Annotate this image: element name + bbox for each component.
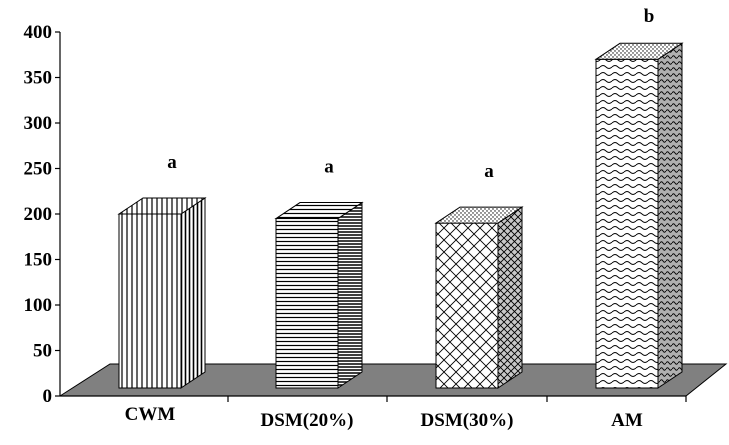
category-label: DSM(30%) bbox=[421, 410, 514, 431]
labels: a CWM a DSM(20%) a DSM(30%) b AM bbox=[125, 6, 655, 431]
bar-top bbox=[117, 197, 207, 215]
bar-side bbox=[657, 42, 683, 389]
bar-side bbox=[497, 206, 523, 389]
y-axis: 0 50 100 150 200 250 300 350 400 bbox=[24, 22, 687, 407]
bar-dsm-20- bbox=[274, 201, 364, 389]
bar-front bbox=[118, 213, 182, 389]
y-tick-label: 100 bbox=[24, 295, 53, 316]
category-label: AM bbox=[611, 410, 643, 431]
data-label: a bbox=[324, 157, 334, 178]
bar-cwm bbox=[117, 197, 207, 389]
y-tick-label: 400 bbox=[24, 22, 53, 43]
bar-top bbox=[594, 42, 684, 60]
y-tick-label: 200 bbox=[24, 204, 53, 225]
category-label: DSM(20%) bbox=[261, 410, 354, 431]
y-tick-label: 250 bbox=[24, 159, 53, 180]
bar-front bbox=[275, 218, 339, 389]
y-tick-label: 350 bbox=[24, 68, 53, 89]
y-tick-label: 0 bbox=[43, 386, 53, 407]
y-tick-label: 50 bbox=[33, 341, 52, 362]
y-tick-label: 300 bbox=[24, 113, 53, 134]
y-tick-label: 150 bbox=[24, 250, 53, 271]
bar-top bbox=[434, 206, 524, 224]
bar-dsm-30- bbox=[434, 206, 524, 389]
bar-front bbox=[595, 58, 659, 389]
bar-am bbox=[594, 42, 684, 389]
bar-side bbox=[180, 197, 206, 389]
data-label: b bbox=[644, 6, 655, 27]
category-label: CWM bbox=[125, 404, 176, 425]
data-label: a bbox=[484, 161, 494, 182]
bar-top bbox=[274, 202, 364, 220]
bars bbox=[117, 42, 684, 389]
bar-front bbox=[435, 222, 499, 389]
bar-side bbox=[337, 201, 363, 389]
data-label: a bbox=[167, 152, 177, 173]
